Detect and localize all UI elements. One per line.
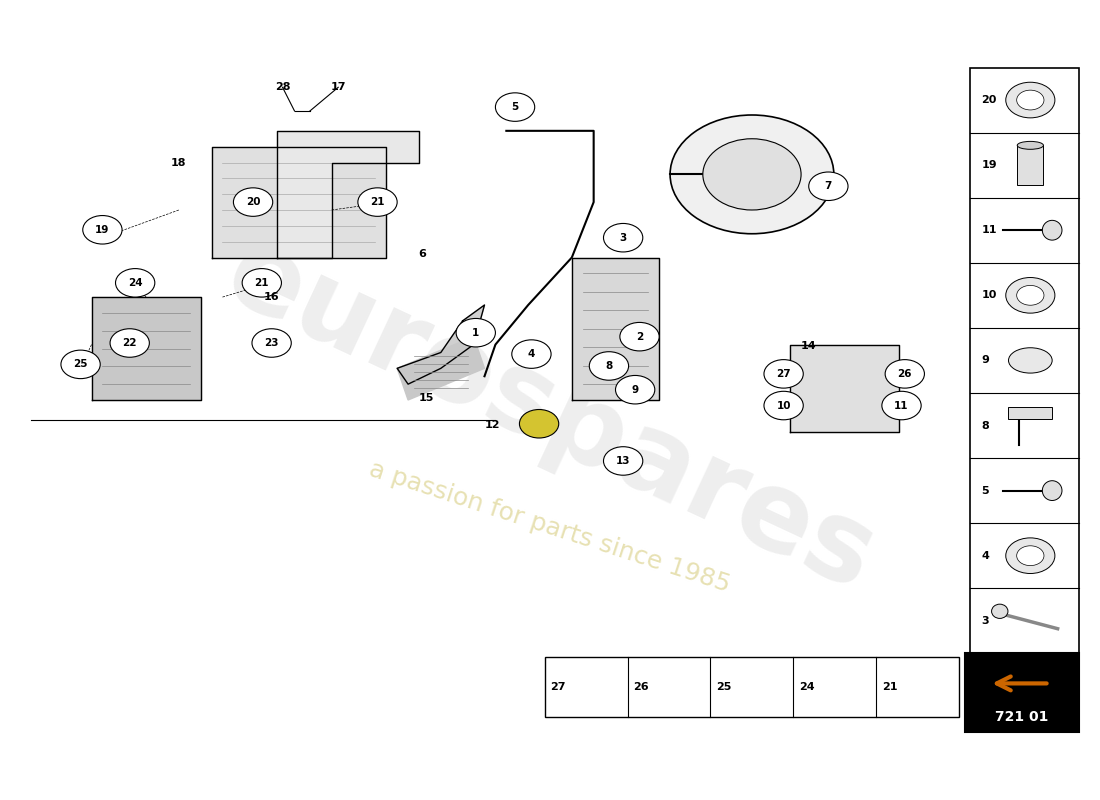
Text: 11: 11 (894, 401, 909, 410)
Text: 28: 28 (275, 82, 290, 92)
Text: 4: 4 (981, 550, 989, 561)
Circle shape (519, 410, 559, 438)
Polygon shape (397, 337, 484, 400)
FancyArrowPatch shape (997, 677, 1047, 690)
Text: 25: 25 (74, 359, 88, 370)
Text: 24: 24 (128, 278, 143, 288)
Text: 21: 21 (371, 197, 385, 207)
FancyBboxPatch shape (1018, 146, 1044, 185)
Text: 12: 12 (484, 420, 499, 430)
Circle shape (233, 188, 273, 216)
Text: 5: 5 (981, 486, 989, 496)
Circle shape (620, 322, 659, 351)
Ellipse shape (1005, 278, 1055, 313)
Circle shape (703, 138, 801, 210)
Circle shape (670, 115, 834, 234)
Text: 8: 8 (981, 421, 989, 430)
Text: 26: 26 (632, 682, 649, 692)
Polygon shape (211, 146, 386, 258)
Text: 4: 4 (528, 349, 535, 359)
Text: 27: 27 (777, 369, 791, 379)
Circle shape (882, 391, 921, 420)
Text: 18: 18 (172, 158, 187, 167)
Text: 15: 15 (419, 393, 435, 402)
Circle shape (590, 352, 628, 380)
Ellipse shape (1005, 538, 1055, 574)
Circle shape (604, 223, 642, 252)
Text: 23: 23 (264, 338, 279, 348)
Text: eurospares: eurospares (209, 219, 891, 613)
FancyBboxPatch shape (965, 654, 1079, 733)
Polygon shape (790, 345, 900, 432)
Text: 21: 21 (882, 682, 898, 692)
Ellipse shape (1018, 142, 1044, 150)
FancyBboxPatch shape (544, 658, 959, 717)
Text: 11: 11 (981, 226, 997, 235)
Text: 5: 5 (512, 102, 519, 112)
Circle shape (512, 340, 551, 368)
Text: 26: 26 (898, 369, 912, 379)
Text: 2: 2 (636, 332, 644, 342)
Circle shape (764, 391, 803, 420)
Text: 10: 10 (981, 290, 997, 300)
Ellipse shape (1043, 220, 1062, 240)
Text: a passion for parts since 1985: a passion for parts since 1985 (366, 457, 734, 597)
Ellipse shape (1016, 546, 1044, 566)
Text: 25: 25 (716, 682, 732, 692)
Ellipse shape (1016, 286, 1044, 306)
Circle shape (616, 375, 654, 404)
Polygon shape (91, 297, 200, 400)
Circle shape (495, 93, 535, 122)
FancyBboxPatch shape (970, 67, 1079, 654)
Text: 3: 3 (981, 616, 989, 626)
Circle shape (252, 329, 292, 358)
Text: 24: 24 (799, 682, 814, 692)
Circle shape (604, 446, 642, 475)
Text: 27: 27 (550, 682, 565, 692)
Text: 20: 20 (981, 95, 997, 105)
Polygon shape (277, 131, 419, 258)
Text: 14: 14 (801, 341, 816, 351)
Text: 22: 22 (122, 338, 138, 348)
Text: 1: 1 (472, 328, 480, 338)
Circle shape (808, 172, 848, 201)
Text: 9: 9 (631, 385, 639, 394)
Text: 7: 7 (825, 182, 832, 191)
Circle shape (60, 350, 100, 378)
Circle shape (116, 269, 155, 297)
Circle shape (456, 318, 495, 347)
Circle shape (242, 269, 282, 297)
Polygon shape (397, 305, 484, 384)
Circle shape (110, 329, 150, 358)
Text: 6: 6 (418, 249, 426, 258)
Text: 10: 10 (777, 401, 791, 410)
Text: 3: 3 (619, 233, 627, 242)
Text: 19: 19 (96, 225, 110, 234)
Text: 8: 8 (605, 361, 613, 371)
Text: 9: 9 (981, 355, 989, 366)
Text: 20: 20 (245, 197, 261, 207)
Ellipse shape (991, 604, 1008, 618)
Ellipse shape (1043, 481, 1062, 501)
Ellipse shape (1016, 90, 1044, 110)
Text: 17: 17 (330, 82, 346, 92)
Text: 19: 19 (981, 160, 997, 170)
Text: 21: 21 (254, 278, 270, 288)
Polygon shape (572, 258, 659, 400)
FancyBboxPatch shape (1009, 406, 1053, 419)
Circle shape (82, 215, 122, 244)
Circle shape (358, 188, 397, 216)
Ellipse shape (1009, 348, 1053, 373)
Circle shape (886, 360, 924, 388)
Text: 721 01: 721 01 (996, 710, 1048, 724)
Circle shape (764, 360, 803, 388)
Text: 13: 13 (616, 456, 630, 466)
Ellipse shape (1005, 82, 1055, 118)
Text: 16: 16 (264, 292, 279, 302)
